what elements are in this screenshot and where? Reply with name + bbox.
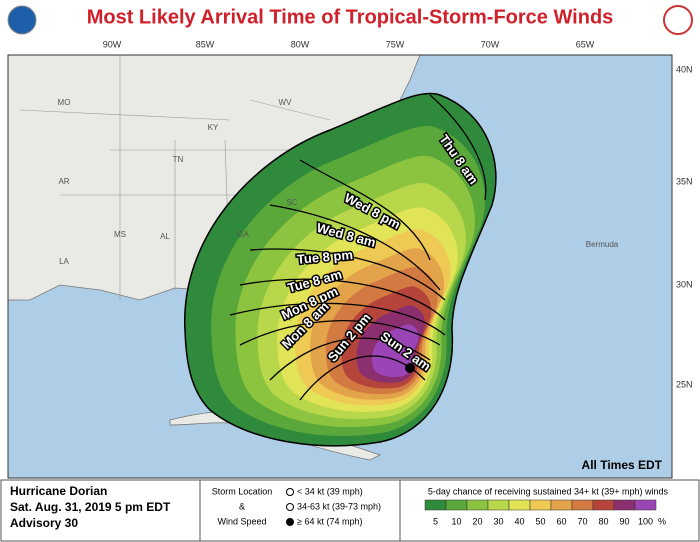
storm-name: Hurricane Dorian <box>10 484 107 498</box>
legend-level: 90 <box>619 516 629 526</box>
legend-level: 5 <box>433 516 438 526</box>
legend-swatch <box>529 499 552 511</box>
key-symbol <box>286 488 294 496</box>
longitude-label: 90W <box>103 39 122 49</box>
place-label: SC <box>286 198 297 207</box>
legend-swatch <box>592 499 615 511</box>
legend-swatch <box>550 499 573 511</box>
latitude-label: 25N <box>676 379 693 389</box>
key-title: & <box>239 501 245 511</box>
map-area <box>8 55 672 478</box>
key-item: ≥ 64 kt (74 mph) <box>297 516 362 526</box>
place-label: MO <box>58 98 71 107</box>
legend-swatch <box>571 499 594 511</box>
legend: 5 10 20 30 40 50 60 70 80 90 100% <box>424 499 666 526</box>
key-symbol <box>286 518 294 526</box>
title: Most Likely Arrival Time of Tropical-Sto… <box>87 6 614 28</box>
key-symbol <box>286 503 294 511</box>
longitude-label: 80W <box>291 39 310 49</box>
legend-swatch <box>466 499 489 511</box>
place-label: TN <box>173 155 184 164</box>
legend-level: 70 <box>577 516 587 526</box>
probability-band <box>371 324 419 378</box>
latitude-label: 30N <box>676 279 693 289</box>
legend-title: 5-day chance of receiving sustained 34+ … <box>428 486 669 496</box>
legend-swatch <box>487 499 510 511</box>
legend-level: 40 <box>514 516 524 526</box>
place-label: KY <box>208 123 219 132</box>
issue-time: Sat. Aug. 31, 2019 5 pm EDT <box>10 500 171 514</box>
longitude-label: 75W <box>386 39 405 49</box>
legend-swatch <box>508 499 531 511</box>
place-label: GA <box>237 230 249 239</box>
key-item: < 34 kt (39 mph) <box>297 486 363 496</box>
place-label: AL <box>160 232 170 241</box>
legend-level: 30 <box>493 516 503 526</box>
key-title: Storm Location <box>212 486 273 496</box>
legend-swatch <box>613 499 636 511</box>
legend-swatch <box>424 499 447 511</box>
legend-level: 100 <box>638 516 653 526</box>
longitude-label: 85W <box>196 39 215 49</box>
place-label: LA <box>59 257 69 266</box>
noaa-logo <box>7 5 37 35</box>
legend-level: 50 <box>535 516 545 526</box>
arrival-time-label: Tue 8 pm <box>296 247 353 267</box>
latitude-label: 35N <box>676 176 693 186</box>
time-note: All Times EDT <box>582 458 663 472</box>
advisory: Advisory 30 <box>10 516 78 530</box>
place-label: AR <box>58 177 69 186</box>
legend-level: 80 <box>598 516 608 526</box>
storm-center <box>405 363 415 373</box>
legend-swatch <box>634 499 657 511</box>
footer <box>0 479 700 542</box>
legend-level: 60 <box>556 516 566 526</box>
latitude-label: 40N <box>676 64 693 74</box>
legend-unit: % <box>658 516 666 526</box>
key-item: 34-63 kt (39-73 mph) <box>297 501 381 511</box>
place-label: Bermuda <box>586 240 619 249</box>
legend-level: 10 <box>451 516 461 526</box>
map-frame <box>7 54 673 479</box>
place-label: MS <box>114 230 126 239</box>
nws-logo <box>663 5 693 35</box>
probability-contours <box>184 92 497 447</box>
longitude-label: 70W <box>481 39 500 49</box>
longitude-label: 65W <box>576 39 595 49</box>
legend-swatch <box>445 499 468 511</box>
place-label: WV <box>279 98 293 107</box>
arrival-lines <box>229 94 487 401</box>
legend-level: 20 <box>472 516 482 526</box>
key-title: Wind Speed <box>217 516 266 526</box>
